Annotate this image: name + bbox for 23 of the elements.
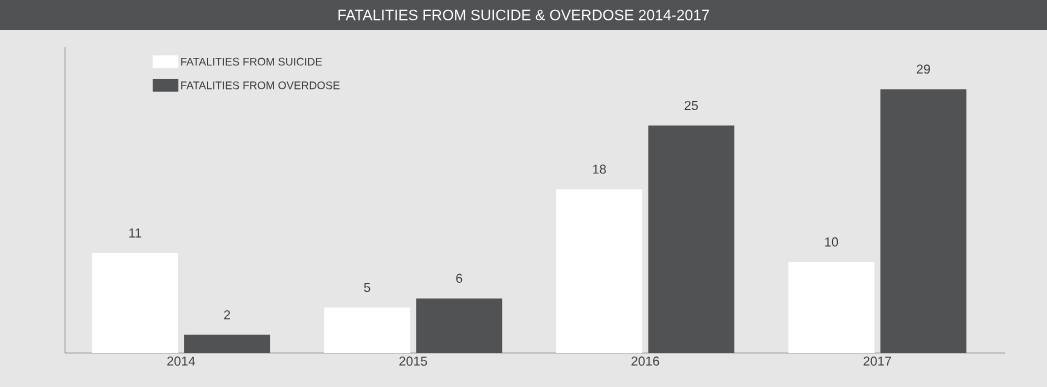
data-label: 5 xyxy=(364,282,371,292)
bar xyxy=(880,89,967,353)
x-tick-label: 2017 xyxy=(863,356,892,366)
bar xyxy=(324,307,411,353)
x-tick-label: 2015 xyxy=(399,356,428,366)
bar xyxy=(416,298,503,353)
data-label: 6 xyxy=(456,273,463,283)
data-label: 18 xyxy=(593,164,606,174)
x-tick-label: 2016 xyxy=(631,356,660,366)
data-label: 10 xyxy=(825,237,839,247)
bar xyxy=(648,125,735,353)
legend-label: FATALITIES FROM OVERDOSE xyxy=(181,81,340,90)
data-label: 29 xyxy=(916,64,930,74)
data-label: 2 xyxy=(224,310,230,320)
data-label: 25 xyxy=(684,100,698,111)
legend-label: FATALITIES FROM SUICIDE xyxy=(181,57,322,66)
bar xyxy=(184,334,271,353)
bar xyxy=(92,252,179,353)
chart-title: FATALITIES FROM SUICIDE & OVERDOSE 2014-2017 xyxy=(338,9,709,21)
bar xyxy=(556,189,643,353)
x-tick-label: 2014 xyxy=(167,356,196,366)
data-label: 11 xyxy=(129,228,142,238)
bar xyxy=(788,262,875,353)
